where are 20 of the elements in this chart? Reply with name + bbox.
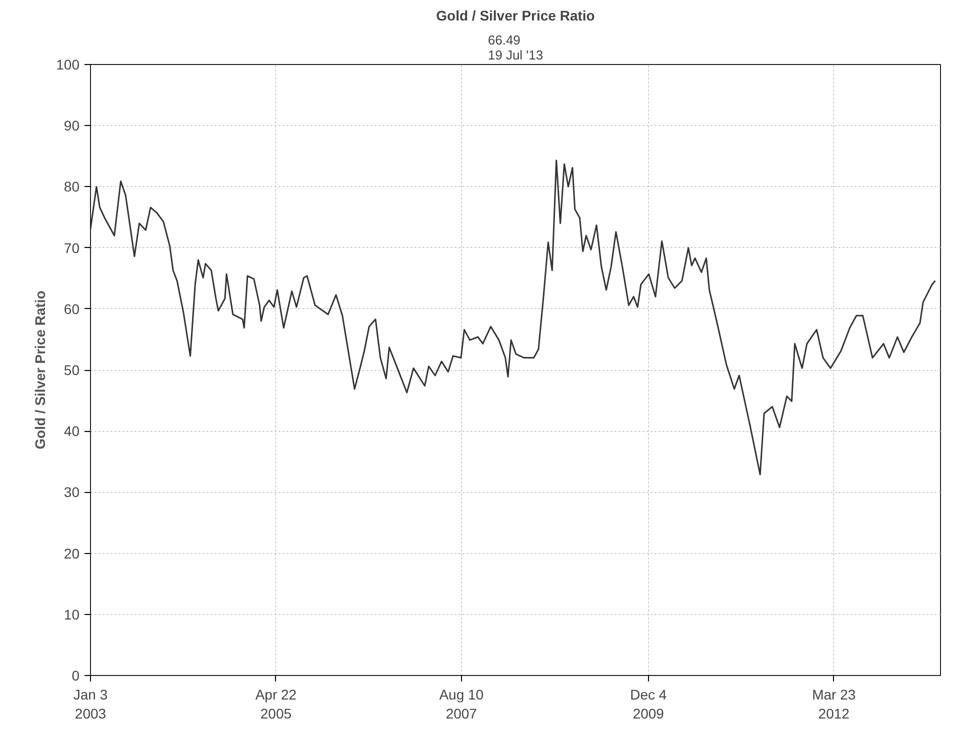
y-tick-label: 100 [56,56,80,72]
y-tick-label: 0 [72,668,80,684]
x-tick-label: Dec 4 2009 [630,686,667,722]
y-tick-label: 70 [64,240,80,256]
x-tick-label: Aug 10 2007 [439,686,484,722]
y-tick-label: 90 [64,118,80,134]
y-tick-label: 50 [64,362,80,378]
y-tick-label: 40 [64,423,80,440]
line-series [90,160,936,476]
chart-title: Gold / Silver Price Ratio [436,8,595,24]
y-axis-title: Gold / Silver Price Ratio [32,290,48,450]
chart-subtitle: 66.49 19 Jul '13 [488,32,544,62]
y-tick-label: 30 [64,484,80,500]
x-tick-label: Mar 23 2012 [812,686,856,722]
y-tick-label: 10 [64,606,80,622]
x-tick-label: Apr 22 2005 [255,686,297,722]
y-tick-label: 20 [64,545,80,562]
x-tick-label: Jan 3 2003 [73,686,108,722]
y-tick-label: 60 [64,300,80,317]
y-tick-label: 80 [64,178,80,195]
